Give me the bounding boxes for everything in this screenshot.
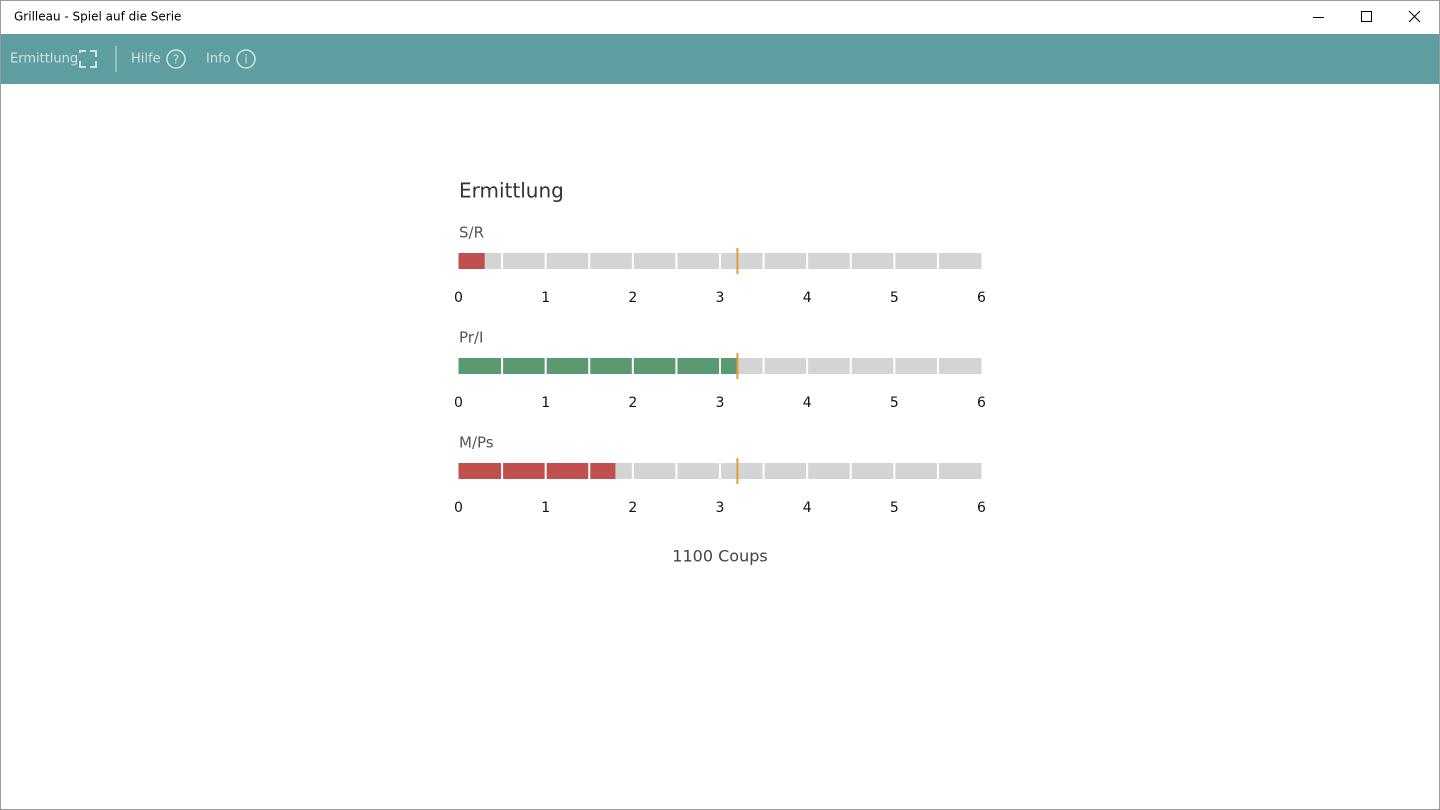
info-icon-glyph: i (244, 53, 247, 67)
maximize-button[interactable] (1361, 11, 1372, 22)
x-tick-label: 6 (977, 395, 986, 411)
help-icon-glyph: ? (173, 53, 179, 67)
x-tick-label: 2 (628, 500, 637, 516)
toolbar-ermittlung[interactable]: Ermittlung (10, 52, 78, 67)
x-tick-label: 3 (716, 500, 725, 516)
x-tick-label: 1 (541, 395, 550, 411)
x-tick-label: 1 (541, 500, 550, 516)
x-tick-label: 0 (454, 500, 463, 516)
gauge-fill (458, 253, 485, 269)
x-tick-label: 4 (803, 290, 812, 306)
gauge-label: Pr/I (459, 329, 483, 347)
x-tick-label: 5 (890, 500, 899, 516)
x-tick-label: 4 (803, 500, 812, 516)
x-tick-label: 4 (803, 395, 812, 411)
x-tick-label: 5 (890, 395, 899, 411)
footer-count: 1100 Coups (672, 547, 767, 566)
x-tick-label: 0 (454, 290, 463, 306)
toolbar-info[interactable]: Info (206, 52, 231, 67)
x-tick-label: 3 (716, 395, 725, 411)
x-tick-label: 6 (977, 290, 986, 306)
gauge-fill (458, 463, 616, 479)
toolbar-hilfe[interactable]: Hilfe (131, 52, 161, 67)
x-tick-label: 2 (628, 395, 637, 411)
window-controls (1313, 10, 1421, 23)
x-tick-label: 5 (890, 290, 899, 306)
panel-title: Ermittlung (459, 179, 564, 203)
x-tick-label: 1 (541, 290, 550, 306)
gauge-label: S/R (459, 224, 484, 242)
refresh-icon (79, 50, 97, 68)
window-title: Grilleau - Spiel auf die Serie (14, 10, 181, 24)
x-tick-label: 2 (628, 290, 637, 306)
gauge-label: M/Ps (459, 434, 494, 452)
help-icon (166, 49, 186, 69)
x-tick-label: 6 (977, 500, 986, 516)
gauge-fill (458, 358, 738, 374)
x-tick-label: 3 (716, 290, 725, 306)
toolbar-items: Ermittlung Hilfe ? Info i (10, 46, 256, 72)
info-icon (236, 49, 256, 69)
toolbar (1, 34, 1439, 84)
x-tick-label: 0 (454, 395, 463, 411)
close-button[interactable] (1408, 10, 1421, 23)
